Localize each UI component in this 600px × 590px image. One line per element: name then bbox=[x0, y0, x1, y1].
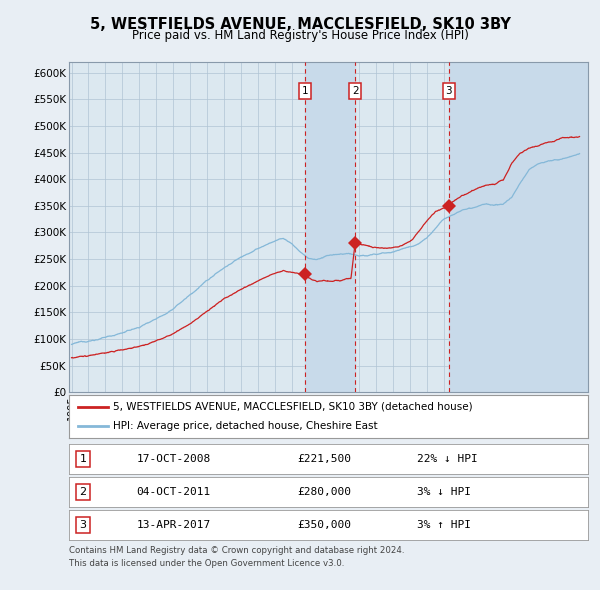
Text: 5, WESTFIELDS AVENUE, MACCLESFIELD, SK10 3BY: 5, WESTFIELDS AVENUE, MACCLESFIELD, SK10… bbox=[89, 17, 511, 31]
Bar bbox=[305, 62, 355, 392]
Text: £350,000: £350,000 bbox=[298, 520, 352, 530]
Text: £221,500: £221,500 bbox=[298, 454, 352, 464]
Text: Price paid vs. HM Land Registry's House Price Index (HPI): Price paid vs. HM Land Registry's House … bbox=[131, 30, 469, 42]
Text: 2: 2 bbox=[352, 86, 358, 96]
Text: 17-OCT-2008: 17-OCT-2008 bbox=[136, 454, 211, 464]
Text: 04-OCT-2011: 04-OCT-2011 bbox=[136, 487, 211, 497]
Text: 2: 2 bbox=[79, 487, 86, 497]
Text: 3% ↓ HPI: 3% ↓ HPI bbox=[417, 487, 471, 497]
Bar bbox=[449, 62, 588, 392]
Text: 5, WESTFIELDS AVENUE, MACCLESFIELD, SK10 3BY (detached house): 5, WESTFIELDS AVENUE, MACCLESFIELD, SK10… bbox=[113, 402, 473, 412]
Text: HPI: Average price, detached house, Cheshire East: HPI: Average price, detached house, Ches… bbox=[113, 421, 378, 431]
Text: 3% ↑ HPI: 3% ↑ HPI bbox=[417, 520, 471, 530]
Text: 1: 1 bbox=[80, 454, 86, 464]
Text: £280,000: £280,000 bbox=[298, 487, 352, 497]
Text: This data is licensed under the Open Government Licence v3.0.: This data is licensed under the Open Gov… bbox=[69, 559, 344, 568]
Text: 22% ↓ HPI: 22% ↓ HPI bbox=[417, 454, 478, 464]
Text: Contains HM Land Registry data © Crown copyright and database right 2024.: Contains HM Land Registry data © Crown c… bbox=[69, 546, 404, 555]
Text: 1: 1 bbox=[302, 86, 308, 96]
Text: 3: 3 bbox=[445, 86, 452, 96]
Text: 13-APR-2017: 13-APR-2017 bbox=[136, 520, 211, 530]
Text: 3: 3 bbox=[80, 520, 86, 530]
